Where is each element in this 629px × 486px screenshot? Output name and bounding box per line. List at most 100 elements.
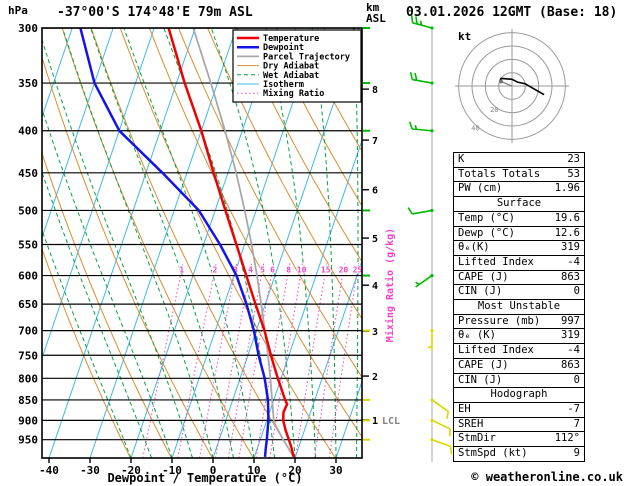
temperature-tick-label: -30: [80, 464, 100, 477]
stat-label: StmDir: [458, 432, 496, 445]
mixing-ratio-value-label: 25: [353, 266, 363, 275]
pressure-gridlines: 300 350 400 450 500 550 600 650 700 750 800 850 900 9…: [18, 22, 38, 447]
km-tick-label: 4: [372, 281, 378, 292]
stat-label: CAPE (J): [458, 270, 509, 283]
stat-label: CAPE (J): [458, 358, 509, 371]
stat-value: -4: [567, 344, 580, 357]
stats-row: CIN (J) 0: [454, 284, 584, 299]
temperature-tick-label: 0: [210, 464, 217, 477]
pressure-tick-label: 900: [18, 414, 38, 427]
pressure-axis-unit-label: hPa: [8, 4, 28, 17]
wind-barb: [430, 398, 450, 420]
hodograph-ring: [458, 32, 566, 140]
legend-label: Dewpoint: [263, 42, 304, 53]
km-tick-label: 5: [372, 234, 378, 245]
pressure-tick-label: 550: [18, 238, 38, 251]
hodograph-ring-label: 20: [490, 106, 498, 114]
parcel-trajectory-curve: [192, 28, 295, 458]
x-axis-title: Dewpoint / Temperature (°C): [107, 471, 303, 485]
km-unit-line2: ASL: [366, 12, 386, 25]
pressure-tick-label: 300: [18, 22, 38, 35]
wind-barb: [410, 15, 434, 30]
legend-label: Mixing Ratio: [263, 88, 324, 99]
stats-row: CIN (J) 0: [454, 372, 584, 388]
hodograph-trace: [498, 77, 545, 96]
km-tick-label: 2: [372, 372, 378, 383]
stat-value: 0: [573, 373, 580, 386]
stats-row: Dewp (°C) 12.6: [454, 225, 584, 241]
dewpoint-curve: [79, 28, 270, 458]
stats-section-header: Hodograph: [454, 387, 584, 402]
hodograph-ring: [498, 72, 526, 100]
wind-barb: [430, 418, 451, 437]
mixing-ratio-value-label: 4: [248, 266, 253, 275]
hodograph-ring-label: 40: [471, 125, 479, 133]
hodograph-ring: [471, 45, 553, 127]
pressure-tick-label: 600: [18, 270, 38, 283]
wind-barbs: [363, 15, 453, 462]
pressure-tick-label: 700: [18, 325, 38, 338]
pressure-tick-label: 950: [18, 434, 38, 447]
stat-value: 863: [561, 358, 580, 371]
pressure-tick-label: 500: [18, 204, 38, 217]
pressure-tick-label: 350: [18, 77, 38, 90]
stats-row: CAPE (J) 863: [454, 269, 584, 285]
km-tick-label: 3: [372, 327, 378, 338]
credit-watermark: © weatheronline.co.uk: [471, 470, 623, 484]
stat-label: θₑ (K): [458, 329, 496, 342]
lcl-label: LCL: [382, 416, 400, 427]
mixing-ratio-value-label: 2: [212, 266, 217, 275]
stats-row: CAPE (J) 863: [454, 357, 584, 373]
legend-label: Wet Adiabat: [263, 70, 319, 81]
stat-value: 112°: [554, 432, 580, 445]
pressure-tick-label: 850: [18, 394, 38, 407]
stat-label: EH: [458, 402, 471, 415]
stats-row: Pressure (mb) 997: [454, 313, 584, 329]
pressure-tick-label: 450: [18, 167, 38, 180]
stat-value: 23: [567, 153, 580, 165]
stats-section-header: Surface: [454, 196, 584, 211]
stat-value: 9: [573, 447, 580, 460]
stat-value: 12.6: [554, 226, 580, 239]
stats-row: θₑ(K) 319: [454, 240, 584, 255]
km-tick-label: 7: [372, 136, 378, 147]
km-unit-line1: km: [366, 1, 380, 14]
stats-row: StmSpd (kt) 9: [454, 446, 584, 461]
stat-label: Lifted Index: [458, 255, 534, 268]
stat-value: -4: [567, 255, 580, 268]
stat-value: 19.6: [554, 211, 580, 224]
stat-label: StmSpd (kt): [458, 447, 528, 460]
stat-label: CIN (J): [458, 373, 503, 386]
stat-value: -7: [567, 402, 580, 415]
km-axis-unit-label: km ASL: [366, 2, 386, 24]
temperature-tick-label: 30: [329, 464, 342, 477]
stat-value: 319: [561, 329, 580, 342]
stat-value: 1.96: [554, 182, 580, 195]
mixing-ratio-value-label: 3: [233, 266, 238, 275]
legend-label: Parcel Trajectory: [263, 51, 350, 62]
legend-label: Isotherm: [263, 80, 304, 90]
storm-motion-marker: [498, 79, 503, 84]
stats-row: Lifted Index -4: [454, 254, 584, 270]
wind-barb: [427, 329, 434, 351]
temperature-tick-label: -20: [121, 464, 141, 477]
stats-row: EH -7: [454, 401, 584, 417]
stat-label: PW (cm): [458, 182, 503, 195]
km-tick-label: 6: [372, 186, 378, 197]
stats-row: SREH 7: [454, 416, 584, 432]
mixing-ratio-value-label: 6: [270, 266, 275, 275]
stats-table: K 23 Totals Totals 53 PW (cm) 1.96 Surface Temp…: [453, 152, 585, 462]
stat-label: CIN (J): [458, 285, 503, 298]
km-tick-label: 8: [372, 85, 378, 96]
mixing-ratio-value-label: 15: [321, 266, 331, 275]
stat-label: SREH: [458, 417, 484, 430]
stat-value: 7: [573, 417, 580, 430]
temperature-tick-label: -40: [39, 464, 59, 477]
stat-label: K: [458, 153, 465, 165]
pressure-tick-label: 400: [18, 125, 38, 138]
stat-value: 997: [561, 314, 580, 327]
stats-row: PW (cm) 1.96: [454, 181, 584, 196]
temperature-tick-label: -10: [162, 464, 182, 477]
